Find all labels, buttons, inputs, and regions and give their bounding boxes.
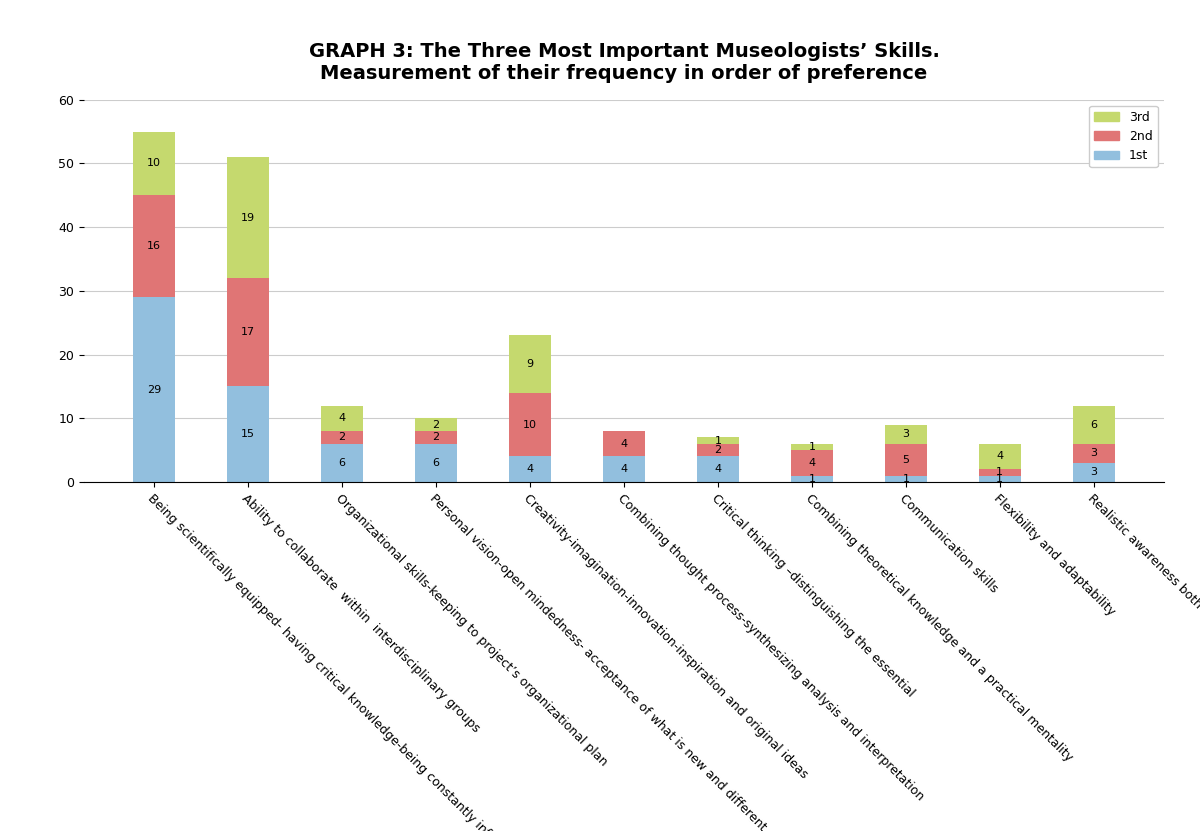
Bar xyxy=(979,470,1021,475)
Text: 1: 1 xyxy=(996,467,1003,478)
Bar xyxy=(227,386,269,482)
Bar xyxy=(602,456,646,482)
Bar xyxy=(320,431,364,444)
Bar xyxy=(415,418,457,431)
Bar xyxy=(791,444,833,450)
Bar xyxy=(884,425,928,444)
Text: 6: 6 xyxy=(338,458,346,468)
Bar xyxy=(791,450,833,475)
Bar xyxy=(791,475,833,482)
Legend: 3rd, 2nd, 1st: 3rd, 2nd, 1st xyxy=(1090,106,1158,168)
Bar xyxy=(697,444,739,456)
Bar xyxy=(602,431,646,456)
Text: 2: 2 xyxy=(714,445,721,455)
Bar xyxy=(1073,444,1115,463)
Bar xyxy=(227,278,269,386)
Bar xyxy=(133,297,175,482)
Bar xyxy=(415,431,457,444)
Text: 3: 3 xyxy=(1091,448,1097,459)
Text: 2: 2 xyxy=(432,420,439,430)
Bar xyxy=(509,336,551,393)
Text: 16: 16 xyxy=(148,241,161,251)
Text: 19: 19 xyxy=(241,213,256,223)
Bar xyxy=(133,131,175,195)
Text: 4: 4 xyxy=(809,458,816,468)
Text: 2: 2 xyxy=(432,432,439,442)
Text: 4: 4 xyxy=(620,465,628,475)
Text: 1: 1 xyxy=(714,435,721,445)
Bar xyxy=(697,437,739,444)
Text: 29: 29 xyxy=(148,385,161,395)
Bar xyxy=(509,393,551,456)
Text: 4: 4 xyxy=(996,451,1003,461)
Bar xyxy=(884,475,928,482)
Bar xyxy=(697,456,739,482)
Bar xyxy=(1073,406,1115,444)
Bar xyxy=(415,444,457,482)
Bar xyxy=(979,444,1021,470)
Text: 10: 10 xyxy=(148,159,161,169)
Text: 17: 17 xyxy=(241,327,256,337)
Bar xyxy=(320,406,364,431)
Text: 1: 1 xyxy=(809,474,816,484)
Bar xyxy=(227,157,269,278)
Text: 6: 6 xyxy=(1091,420,1097,430)
Bar xyxy=(884,444,928,475)
Text: 1: 1 xyxy=(996,474,1003,484)
Text: 1: 1 xyxy=(902,474,910,484)
Text: 10: 10 xyxy=(523,420,538,430)
Text: 9: 9 xyxy=(527,359,534,369)
Text: 4: 4 xyxy=(338,413,346,423)
Text: 4: 4 xyxy=(527,465,534,475)
Text: 15: 15 xyxy=(241,429,256,440)
Bar xyxy=(509,456,551,482)
Bar xyxy=(1073,463,1115,482)
Text: 4: 4 xyxy=(714,465,721,475)
Bar xyxy=(979,475,1021,482)
Title: GRAPH 3: The Three Most Important Museologists’ Skills.
Measurement of their fre: GRAPH 3: The Three Most Important Museol… xyxy=(308,42,940,83)
Text: 2: 2 xyxy=(338,432,346,442)
Text: 3: 3 xyxy=(1091,467,1097,478)
Text: 4: 4 xyxy=(620,439,628,449)
Text: 3: 3 xyxy=(902,429,910,440)
Bar xyxy=(320,444,364,482)
Bar xyxy=(133,195,175,297)
Text: 6: 6 xyxy=(432,458,439,468)
Text: 1: 1 xyxy=(809,442,816,452)
Text: 5: 5 xyxy=(902,455,910,465)
